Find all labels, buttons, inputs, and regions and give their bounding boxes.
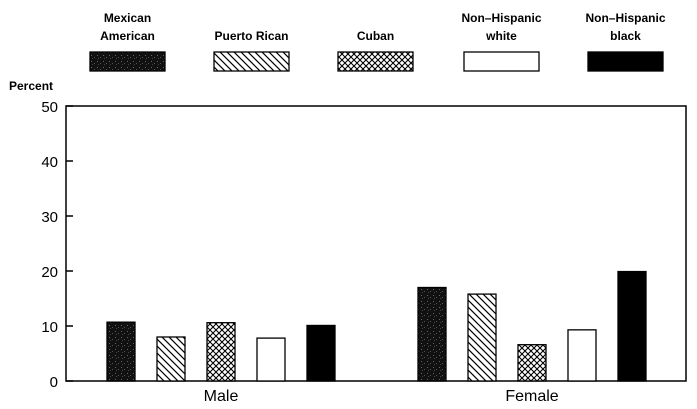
legend-label: black (610, 29, 641, 43)
bar-cuban-female (517, 344, 547, 382)
bars: Male Female (106, 270, 647, 405)
bar-mexican-american-female (417, 286, 447, 382)
bar-non-hispanic-black-male (306, 324, 336, 382)
plot-frame (65, 105, 687, 382)
legend-label: Non–Hispanic (585, 11, 665, 25)
legend-label: Puerto Rican (214, 29, 288, 43)
bar-non-hispanic-black-female (617, 270, 647, 382)
legend-swatch (89, 51, 166, 72)
bar-non-hispanic-white-female (567, 329, 597, 382)
axes: 0 10 20 30 40 50 (41, 99, 687, 391)
legend-label: white (485, 29, 517, 43)
legend-label: Non–Hispanic (461, 11, 541, 25)
legend-swatch (213, 51, 290, 72)
y-tick-label: 0 (50, 374, 58, 391)
bar-mexican-american-male (106, 321, 136, 382)
y-axis-label: Percent (9, 79, 53, 93)
bar-non-hispanic-white-male (256, 337, 286, 382)
legend-label: Mexican (104, 11, 151, 25)
bar-cuban-male (206, 322, 236, 382)
legend-swatch (463, 51, 540, 72)
bar-puerto-rican-female (467, 293, 497, 382)
x-tick-label-female: Female (505, 388, 558, 405)
y-tick-label: 50 (41, 99, 58, 116)
x-tick-label-male: Male (204, 388, 239, 405)
y-tick-label: 20 (41, 264, 58, 281)
legend-label: American (100, 29, 155, 43)
y-tick-label: 40 (41, 154, 58, 171)
legend-swatch (587, 51, 664, 72)
bar-puerto-rican-male (156, 336, 186, 382)
y-tick-label: 30 (41, 209, 58, 226)
legend-swatch (337, 51, 414, 72)
y-tick-label: 10 (41, 319, 58, 336)
legend: Mexican American Puerto Rican Cuban Non–Hisp… (89, 11, 666, 72)
legend-label: Cuban (357, 29, 394, 43)
